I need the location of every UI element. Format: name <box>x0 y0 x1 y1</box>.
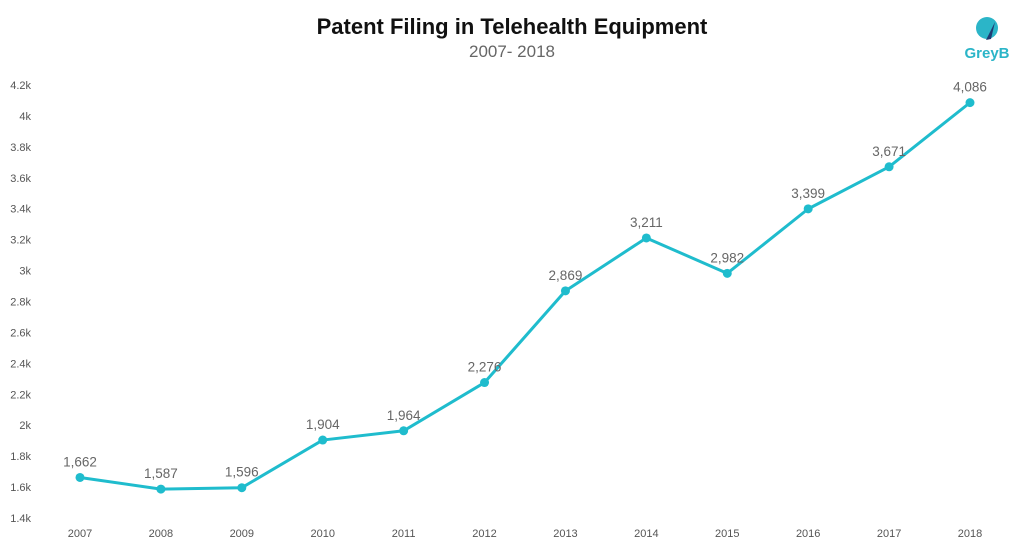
data-label: 3,671 <box>872 144 906 159</box>
data-labels: 1,662 1,587 1,596 1,904 1,964 2,276 2,869 3,211… <box>63 80 987 481</box>
y-tick-label: 1.4k <box>10 513 31 525</box>
y-tick-label: 4k <box>19 111 31 123</box>
data-point <box>560 286 570 296</box>
data-point <box>156 484 166 494</box>
x-tick-label: 2010 <box>310 528 334 540</box>
data-label: 1,904 <box>306 417 340 432</box>
data-label: 1,587 <box>144 466 178 481</box>
y-tick-label: 3.6k <box>10 173 31 185</box>
data-point <box>884 162 894 172</box>
logo-text: GreyB <box>964 45 1009 62</box>
logo-mark-accent <box>986 22 995 40</box>
y-tick-label: 2.4k <box>10 358 31 370</box>
y-tick-label: 3.4k <box>10 204 31 216</box>
series-line <box>79 101 971 491</box>
greyb-logo: GreyB <box>964 17 1010 62</box>
data-label: 2,869 <box>549 268 583 283</box>
x-tick-label: 2009 <box>230 528 254 540</box>
x-tick-label: 2017 <box>877 528 901 540</box>
x-tick-label: 2016 <box>796 528 820 540</box>
data-point <box>641 233 651 243</box>
data-points <box>75 98 975 494</box>
y-tick-label: 2.8k <box>10 297 31 309</box>
data-point <box>965 98 975 108</box>
data-point <box>480 378 490 388</box>
y-tick-label: 3.8k <box>10 142 31 154</box>
y-tick-label: 2.2k <box>10 389 31 401</box>
data-label: 3,211 <box>630 215 663 230</box>
data-point <box>803 204 813 214</box>
y-tick-label: 3k <box>19 266 31 278</box>
data-label: 4,086 <box>953 80 987 95</box>
y-tick-label: 1.8k <box>10 451 31 463</box>
chart-subtitle: 2007- 2018 <box>468 42 556 61</box>
data-label: 2,982 <box>710 250 744 265</box>
x-tick-label: 2015 <box>715 528 739 540</box>
data-point <box>237 483 247 493</box>
y-tick-label: 1.6k <box>10 482 31 494</box>
data-label: 1,662 <box>63 454 97 469</box>
data-label: 1,964 <box>387 408 421 423</box>
x-tick-label: 2008 <box>149 528 173 540</box>
data-label: 1,596 <box>225 465 259 480</box>
x-axis: 2007 2008 2009 2010 2011 2012 2013 2014 2015 2016… <box>68 528 982 540</box>
data-label: 2,276 <box>468 360 502 375</box>
chart-title: Patent Filing in Telehealth Equipment <box>316 14 708 39</box>
logo-mark-icon <box>976 17 998 39</box>
x-tick-label: 2012 <box>472 528 496 540</box>
data-label: 3,399 <box>791 186 825 201</box>
y-axis: 1.4k 1.6k 1.8k 2k 2.2k 2.4k 2.6k 2.8k 3k 3.2k 3.4k… <box>10 80 31 525</box>
data-point <box>75 472 85 482</box>
y-tick-label: 2.6k <box>10 327 31 339</box>
data-point <box>722 268 732 278</box>
data-point <box>318 435 328 445</box>
y-tick-label: 4.2k <box>10 80 31 92</box>
y-tick-label: 2k <box>19 420 31 432</box>
x-tick-label: 2014 <box>634 528 658 540</box>
data-point <box>399 426 409 436</box>
x-tick-label: 2018 <box>958 528 982 540</box>
y-tick-label: 3.2k <box>10 235 31 247</box>
x-tick-label: 2013 <box>553 528 577 540</box>
x-tick-label: 2011 <box>392 528 416 540</box>
x-tick-label: 2007 <box>68 528 92 540</box>
